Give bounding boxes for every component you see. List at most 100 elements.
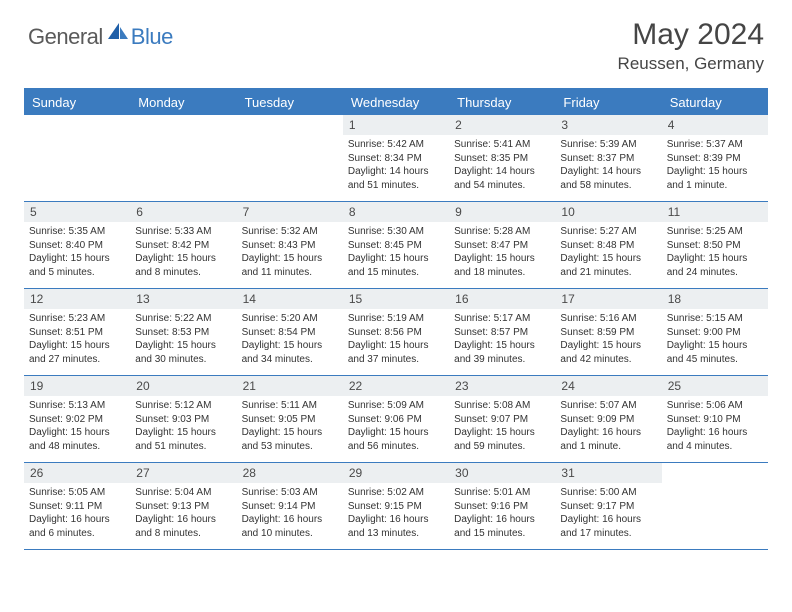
week-row: 5Sunrise: 5:35 AMSunset: 8:40 PMDaylight… (24, 202, 768, 289)
daylight-line: Daylight: 15 hours and 48 minutes. (29, 426, 125, 453)
day-cell: 30Sunrise: 5:01 AMSunset: 9:16 PMDayligh… (449, 463, 555, 549)
day-content: Sunrise: 5:28 AMSunset: 8:47 PMDaylight:… (449, 222, 555, 283)
day-cell: 10Sunrise: 5:27 AMSunset: 8:48 PMDayligh… (555, 202, 661, 288)
daylight-line: Daylight: 15 hours and 37 minutes. (348, 339, 444, 366)
day-number: 12 (24, 289, 130, 309)
day-number: 18 (662, 289, 768, 309)
day-cell: 3Sunrise: 5:39 AMSunset: 8:37 PMDaylight… (555, 115, 661, 201)
day-cell: 25Sunrise: 5:06 AMSunset: 9:10 PMDayligh… (662, 376, 768, 462)
sunrise-line: Sunrise: 5:35 AM (29, 225, 125, 239)
sunrise-line: Sunrise: 5:28 AM (454, 225, 550, 239)
day-cell: 4Sunrise: 5:37 AMSunset: 8:39 PMDaylight… (662, 115, 768, 201)
daylight-line: Daylight: 14 hours and 54 minutes. (454, 165, 550, 192)
sunset-line: Sunset: 8:34 PM (348, 152, 444, 166)
daylight-line: Daylight: 16 hours and 15 minutes. (454, 513, 550, 540)
daylight-line: Daylight: 15 hours and 56 minutes. (348, 426, 444, 453)
weekday-header: Thursday (449, 90, 555, 115)
day-content: Sunrise: 5:00 AMSunset: 9:17 PMDaylight:… (555, 483, 661, 544)
day-number: 30 (449, 463, 555, 483)
sunrise-line: Sunrise: 5:09 AM (348, 399, 444, 413)
daylight-line: Daylight: 15 hours and 39 minutes. (454, 339, 550, 366)
sunset-line: Sunset: 9:03 PM (135, 413, 231, 427)
week-row: 1Sunrise: 5:42 AMSunset: 8:34 PMDaylight… (24, 115, 768, 202)
day-number: 27 (130, 463, 236, 483)
day-content: Sunrise: 5:27 AMSunset: 8:48 PMDaylight:… (555, 222, 661, 283)
sunrise-line: Sunrise: 5:11 AM (242, 399, 338, 413)
weeks-container: 1Sunrise: 5:42 AMSunset: 8:34 PMDaylight… (24, 115, 768, 550)
sunrise-line: Sunrise: 5:37 AM (667, 138, 763, 152)
day-content: Sunrise: 5:06 AMSunset: 9:10 PMDaylight:… (662, 396, 768, 457)
day-content: Sunrise: 5:33 AMSunset: 8:42 PMDaylight:… (130, 222, 236, 283)
sunset-line: Sunset: 9:11 PM (29, 500, 125, 514)
sunrise-line: Sunrise: 5:25 AM (667, 225, 763, 239)
day-cell: 1Sunrise: 5:42 AMSunset: 8:34 PMDaylight… (343, 115, 449, 201)
day-number: 19 (24, 376, 130, 396)
day-cell: 19Sunrise: 5:13 AMSunset: 9:02 PMDayligh… (24, 376, 130, 462)
day-number: 16 (449, 289, 555, 309)
day-number: 13 (130, 289, 236, 309)
week-row: 26Sunrise: 5:05 AMSunset: 9:11 PMDayligh… (24, 463, 768, 550)
day-cell: 20Sunrise: 5:12 AMSunset: 9:03 PMDayligh… (130, 376, 236, 462)
day-content: Sunrise: 5:19 AMSunset: 8:56 PMDaylight:… (343, 309, 449, 370)
day-content: Sunrise: 5:02 AMSunset: 9:15 PMDaylight:… (343, 483, 449, 544)
daylight-line: Daylight: 15 hours and 59 minutes. (454, 426, 550, 453)
sunset-line: Sunset: 8:54 PM (242, 326, 338, 340)
weekday-header: Tuesday (237, 90, 343, 115)
day-cell: 13Sunrise: 5:22 AMSunset: 8:53 PMDayligh… (130, 289, 236, 375)
day-cell (662, 463, 768, 549)
sunrise-line: Sunrise: 5:15 AM (667, 312, 763, 326)
sunset-line: Sunset: 8:35 PM (454, 152, 550, 166)
day-cell: 8Sunrise: 5:30 AMSunset: 8:45 PMDaylight… (343, 202, 449, 288)
day-number: 4 (662, 115, 768, 135)
sunrise-line: Sunrise: 5:01 AM (454, 486, 550, 500)
daylight-line: Daylight: 15 hours and 27 minutes. (29, 339, 125, 366)
sunrise-line: Sunrise: 5:08 AM (454, 399, 550, 413)
day-content: Sunrise: 5:13 AMSunset: 9:02 PMDaylight:… (24, 396, 130, 457)
sunset-line: Sunset: 9:13 PM (135, 500, 231, 514)
sunset-line: Sunset: 9:09 PM (560, 413, 656, 427)
sunset-line: Sunset: 8:53 PM (135, 326, 231, 340)
logo-text-blue: Blue (131, 24, 173, 50)
day-content: Sunrise: 5:07 AMSunset: 9:09 PMDaylight:… (555, 396, 661, 457)
sunset-line: Sunset: 8:45 PM (348, 239, 444, 253)
daylight-line: Daylight: 16 hours and 13 minutes. (348, 513, 444, 540)
weekday-header: Wednesday (343, 90, 449, 115)
day-cell (130, 115, 236, 201)
logo: General Blue (28, 24, 173, 50)
daylight-line: Daylight: 14 hours and 58 minutes. (560, 165, 656, 192)
sunrise-line: Sunrise: 5:42 AM (348, 138, 444, 152)
sunset-line: Sunset: 8:40 PM (29, 239, 125, 253)
day-number: 7 (237, 202, 343, 222)
location-label: Reussen, Germany (618, 54, 764, 74)
sunrise-line: Sunrise: 5:32 AM (242, 225, 338, 239)
sunrise-line: Sunrise: 5:22 AM (135, 312, 231, 326)
sunset-line: Sunset: 9:07 PM (454, 413, 550, 427)
daylight-line: Daylight: 15 hours and 51 minutes. (135, 426, 231, 453)
day-cell: 18Sunrise: 5:15 AMSunset: 9:00 PMDayligh… (662, 289, 768, 375)
daylight-line: Daylight: 16 hours and 4 minutes. (667, 426, 763, 453)
daylight-line: Daylight: 15 hours and 42 minutes. (560, 339, 656, 366)
day-content: Sunrise: 5:42 AMSunset: 8:34 PMDaylight:… (343, 135, 449, 196)
day-cell: 7Sunrise: 5:32 AMSunset: 8:43 PMDaylight… (237, 202, 343, 288)
sunset-line: Sunset: 8:42 PM (135, 239, 231, 253)
day-number: 23 (449, 376, 555, 396)
day-cell: 24Sunrise: 5:07 AMSunset: 9:09 PMDayligh… (555, 376, 661, 462)
day-cell: 15Sunrise: 5:19 AMSunset: 8:56 PMDayligh… (343, 289, 449, 375)
day-content: Sunrise: 5:30 AMSunset: 8:45 PMDaylight:… (343, 222, 449, 283)
daylight-line: Daylight: 15 hours and 18 minutes. (454, 252, 550, 279)
day-content: Sunrise: 5:17 AMSunset: 8:57 PMDaylight:… (449, 309, 555, 370)
week-row: 12Sunrise: 5:23 AMSunset: 8:51 PMDayligh… (24, 289, 768, 376)
daylight-line: Daylight: 15 hours and 21 minutes. (560, 252, 656, 279)
daylight-line: Daylight: 16 hours and 1 minute. (560, 426, 656, 453)
sunrise-line: Sunrise: 5:12 AM (135, 399, 231, 413)
logo-text-general: General (28, 24, 103, 50)
day-content: Sunrise: 5:35 AMSunset: 8:40 PMDaylight:… (24, 222, 130, 283)
day-content: Sunrise: 5:04 AMSunset: 9:13 PMDaylight:… (130, 483, 236, 544)
day-content: Sunrise: 5:22 AMSunset: 8:53 PMDaylight:… (130, 309, 236, 370)
daylight-line: Daylight: 15 hours and 30 minutes. (135, 339, 231, 366)
daylight-line: Daylight: 15 hours and 5 minutes. (29, 252, 125, 279)
sunrise-line: Sunrise: 5:20 AM (242, 312, 338, 326)
day-cell: 29Sunrise: 5:02 AMSunset: 9:15 PMDayligh… (343, 463, 449, 549)
day-number: 9 (449, 202, 555, 222)
day-number: 25 (662, 376, 768, 396)
